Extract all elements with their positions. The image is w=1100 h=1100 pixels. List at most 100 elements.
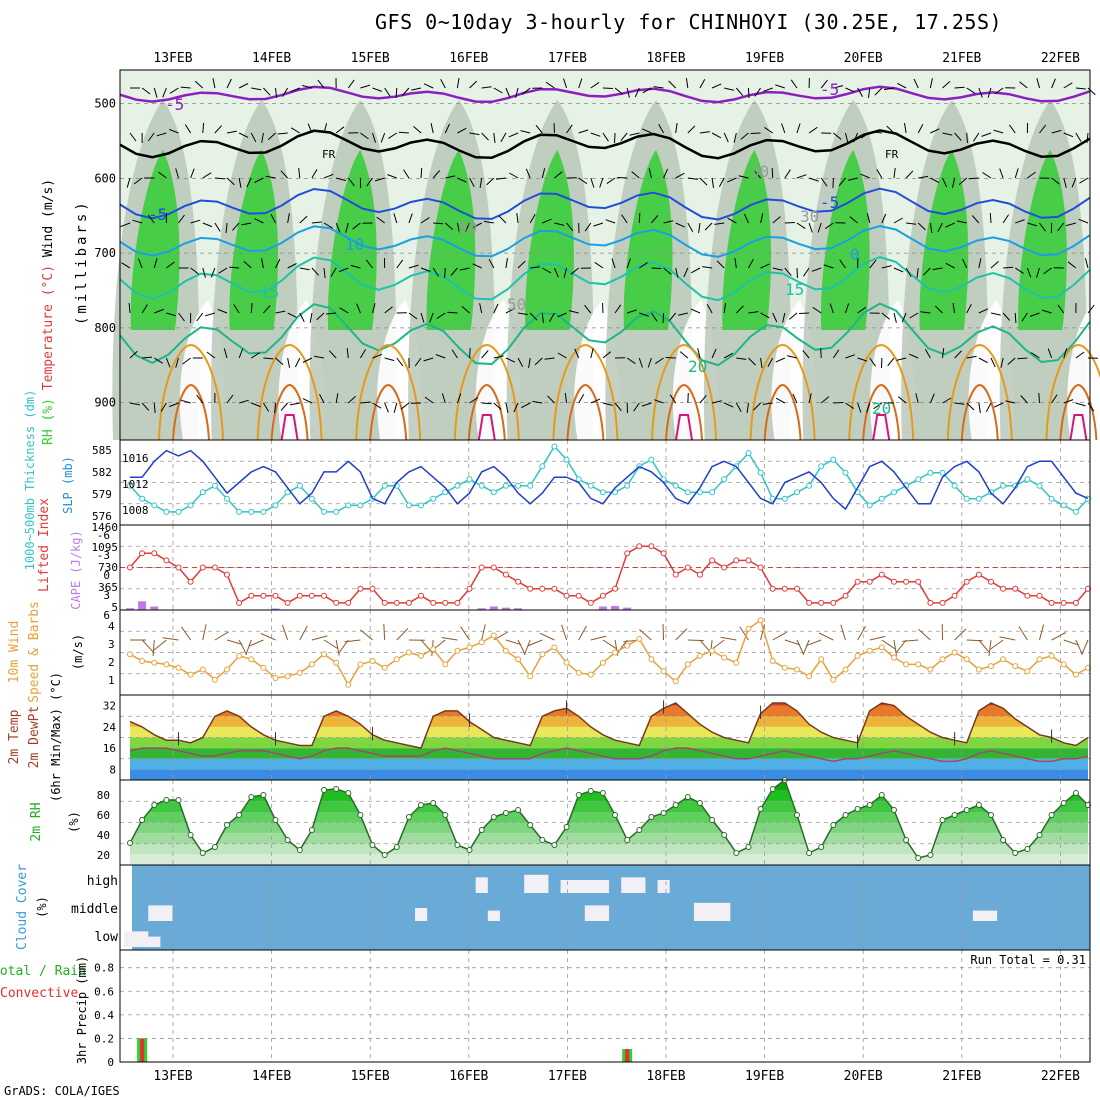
cloud-block-middle <box>584 905 610 921</box>
wind-barb <box>675 222 686 228</box>
wind10-speed-line-point <box>684 661 691 668</box>
thickness-line-point <box>236 508 243 515</box>
wind-barb <box>578 177 588 185</box>
wind10-speed-line-point <box>211 676 218 683</box>
wind-barb <box>132 219 143 224</box>
wind-barb <box>238 177 242 188</box>
wind-barb <box>214 222 221 232</box>
wind10-speed-line-point <box>721 654 728 661</box>
thickness-line-point <box>187 502 194 509</box>
temp-contour-25 <box>651 343 717 441</box>
wind-barb <box>1015 219 1025 224</box>
wind10-barb <box>796 639 805 655</box>
wind10-speed-line-point <box>199 666 206 673</box>
wind-barb <box>1000 357 1004 368</box>
wind-barb <box>833 132 842 140</box>
wind-barb <box>978 258 982 269</box>
wind-barb <box>578 78 583 89</box>
slp-label: SLP (mb) <box>61 456 75 514</box>
upper-ylabel: RH (%) Temperature (°C) Wind (m/s) <box>41 179 56 445</box>
wind-barb <box>243 260 252 269</box>
lifted-index-line-point <box>381 599 388 606</box>
wind-barb <box>735 87 744 97</box>
wind10-label2: Speed & Barbs <box>27 601 42 703</box>
wind-barb <box>493 402 502 410</box>
temp-band <box>130 758 1088 770</box>
wind-barb <box>593 222 604 227</box>
wind10-barb <box>675 628 688 641</box>
pressure-tick-label: 500 <box>94 97 116 111</box>
wind10-speed-line-point <box>175 664 182 671</box>
temp-contour-30 <box>172 383 210 441</box>
wind-barb <box>225 222 228 234</box>
thickness-line-point <box>951 482 958 489</box>
wind-barb <box>469 347 471 359</box>
lifted-index-line-point <box>163 557 170 564</box>
rh2m-line-point <box>393 844 400 850</box>
wind-barb <box>309 312 313 323</box>
thickness-line-point <box>1000 482 1007 489</box>
wind-barb <box>1084 258 1089 269</box>
wind-barb <box>621 214 628 224</box>
wind-barb <box>897 82 907 89</box>
wind-barb <box>432 267 440 277</box>
wind-barb <box>748 259 754 269</box>
wind-barb <box>966 355 977 359</box>
wind10-speed-line-point <box>939 656 946 663</box>
rh2m-line-point <box>794 812 800 818</box>
wind-barb <box>553 267 559 278</box>
wind-barb <box>1075 132 1082 142</box>
rh2m-line-point <box>381 852 388 858</box>
wind10-barb <box>162 637 179 641</box>
wind-barb <box>881 312 890 320</box>
lifted-index-line-point <box>587 599 594 606</box>
thickness-line-point <box>1048 495 1055 502</box>
thickness-line <box>129 445 1089 513</box>
contour-label: 0 <box>850 245 860 264</box>
wind-barb <box>280 170 289 179</box>
temp-contour-20 <box>119 302 1091 367</box>
rh2m-line-point <box>296 847 303 853</box>
cape-bar <box>623 607 632 610</box>
wind-barb <box>803 267 810 277</box>
wind-barb <box>1051 394 1058 404</box>
lifted-index-line-point <box>139 550 146 557</box>
thickness-line-point <box>151 502 158 509</box>
wind10-barb <box>527 639 543 647</box>
wind-barb <box>133 177 143 185</box>
thickness-line-point <box>915 476 922 483</box>
wind-barb <box>402 87 410 96</box>
rh-band <box>130 843 1088 855</box>
wind-barb <box>1017 357 1028 360</box>
wind-barb <box>605 219 616 224</box>
wind-barb <box>602 132 609 142</box>
wind-barb <box>1057 222 1065 232</box>
wind10-label3-text: (m/s) <box>71 634 85 670</box>
wind-barb <box>408 213 413 224</box>
wind-barb <box>662 312 665 324</box>
wind10-speed-line-point <box>1024 668 1031 675</box>
wind-barb <box>735 305 744 314</box>
wind-barb <box>472 263 482 269</box>
wind-barb <box>521 402 531 409</box>
wind-barb <box>775 357 786 363</box>
contour-label: 10 <box>345 235 364 254</box>
wind-barb <box>413 126 422 134</box>
wind10-speed-line-point <box>1048 652 1055 659</box>
wind-barb <box>469 132 480 136</box>
rh2m-line-point <box>1048 812 1055 818</box>
lifted-index-line-point <box>842 592 849 599</box>
lifted-index-line-point <box>818 599 825 606</box>
wind-barb <box>356 303 361 314</box>
wind10-barb <box>523 639 531 656</box>
contour-label: -5 <box>148 205 167 224</box>
rh2m-line-point <box>963 807 970 813</box>
thickness-line-point <box>672 482 679 489</box>
wind-barb <box>978 402 981 413</box>
wind-barb <box>668 312 677 322</box>
wind-barb <box>534 357 543 366</box>
wind10-barb <box>153 639 167 651</box>
rh2m-line-point <box>563 824 570 830</box>
rh2m-line-point <box>539 837 546 843</box>
wind-barb <box>488 258 495 269</box>
